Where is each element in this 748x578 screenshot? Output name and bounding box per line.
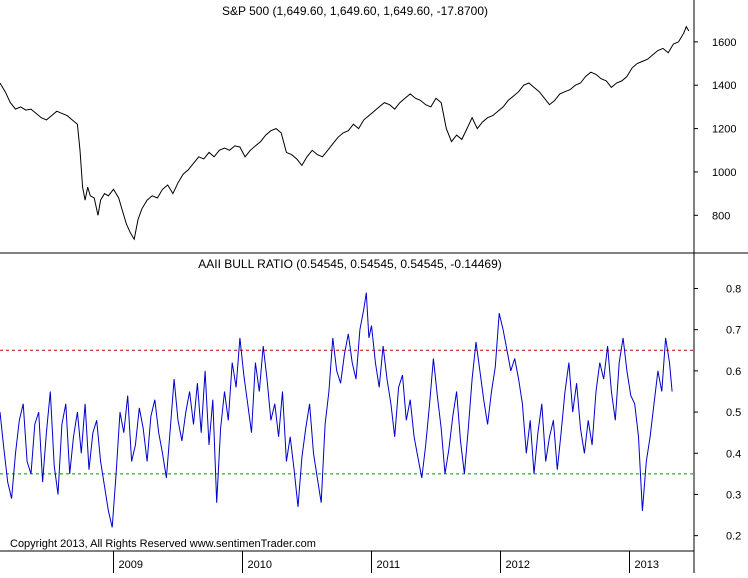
year-label: 2011 <box>377 559 401 571</box>
sp500-ytick-label: 1200 <box>712 124 736 136</box>
bull-ytick-label: 0.2 <box>726 531 741 543</box>
bull-series <box>0 292 673 528</box>
sp500-ytick-label: 1400 <box>712 80 736 92</box>
sp500-ticks: 800 1000 1200 1400 1600 <box>694 37 736 222</box>
year-label: 2013 <box>635 559 659 571</box>
year-label: 2012 <box>506 559 530 571</box>
bull-ytick-label: 0.8 <box>726 283 741 295</box>
copyright-text: Copyright 2013, All Rights Reserved www.… <box>10 538 316 550</box>
bull-ytick-label: 0.7 <box>726 325 741 337</box>
x-axis-ticks: 2009 2010 2011 2012 2013 <box>113 551 659 573</box>
year-label: 2009 <box>119 559 143 571</box>
bull-ytick-label: 0.3 <box>726 489 741 501</box>
bull-ytick-label: 0.5 <box>726 407 741 419</box>
year-label: 2010 <box>248 559 272 571</box>
sp500-ytick-label: 1000 <box>712 167 736 179</box>
bull-ratio-line <box>0 292 673 528</box>
sp500-line <box>0 25 690 241</box>
sp500-title: S&P 500 (1,649.60, 1,649.60, 1,649.60, -… <box>222 4 488 18</box>
sp500-series <box>0 25 690 241</box>
bull-ytick-label: 0.6 <box>726 366 741 378</box>
bull-ytick-label: 0.4 <box>726 448 741 460</box>
bull-ticks: 0.2 0.3 0.4 0.5 0.6 0.7 0.8 <box>694 283 741 543</box>
sp500-ytick-label: 1600 <box>712 37 736 49</box>
sp500-ytick-label: 800 <box>712 210 730 222</box>
bull-ratio-title: AAII BULL RATIO (0.54545, 0.54545, 0.545… <box>198 257 502 271</box>
